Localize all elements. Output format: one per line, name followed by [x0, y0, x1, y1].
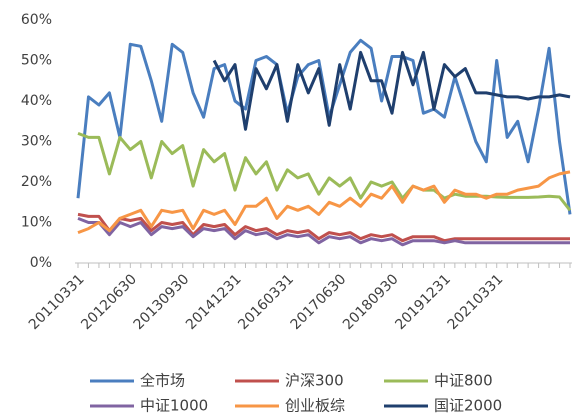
y-tick-label: 50%	[21, 53, 52, 69]
legend-label: 创业板综	[285, 397, 345, 415]
y-tick-label: 20%	[21, 174, 52, 190]
x-tick-label: 20160331	[235, 271, 297, 333]
x-tick-label: 20120630	[78, 271, 140, 333]
series-line	[212, 50, 571, 131]
x-tick-label: 20141231	[183, 271, 245, 333]
x-tick-label: 20180930	[340, 271, 402, 333]
series-line	[77, 212, 570, 243]
legend-label: 国证2000	[434, 397, 502, 415]
y-tick-label: 40%	[21, 93, 52, 109]
x-tick-label: 20170630	[288, 271, 350, 333]
x-tick-label: 20210331	[445, 271, 507, 333]
legend-label: 全市场	[140, 372, 185, 390]
legend-label: 沪深300	[285, 372, 344, 390]
x-tick-label: 20130930	[131, 271, 193, 333]
y-tick-label: 30%	[21, 134, 52, 150]
x-tick-label: 20110331	[26, 271, 88, 333]
legend-label: 中证800	[434, 372, 493, 390]
x-tick-label: 20191231	[392, 271, 454, 333]
series-line	[77, 217, 570, 247]
y-tick-label: 0%	[30, 255, 52, 271]
series-line	[77, 170, 571, 235]
series-line	[77, 131, 572, 212]
y-tick-label: 10%	[21, 215, 52, 231]
y-tick-label: 60%	[21, 12, 52, 28]
legend-label: 中证1000	[140, 397, 208, 415]
